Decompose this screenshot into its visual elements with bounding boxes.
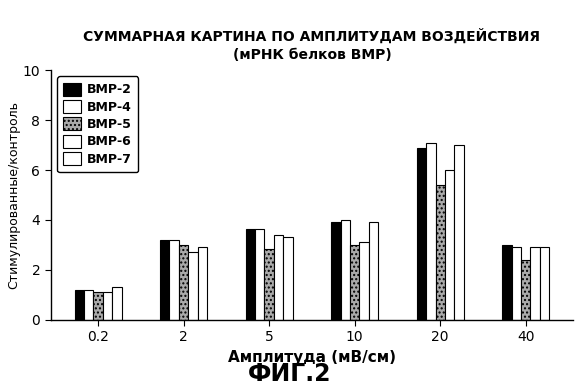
Legend: ВМР-2, ВМР-4, ВМР-5, ВМР-6, ВМР-7: ВМР-2, ВМР-4, ВМР-5, ВМР-6, ВМР-7 <box>57 76 138 172</box>
Bar <box>331 222 340 320</box>
Bar <box>112 287 122 320</box>
Bar <box>436 185 445 320</box>
Bar <box>283 238 293 320</box>
Bar <box>350 245 360 320</box>
Bar <box>502 245 512 320</box>
Bar <box>245 229 255 320</box>
Bar <box>74 290 84 320</box>
Bar <box>454 145 464 320</box>
Bar <box>160 240 169 320</box>
Bar <box>540 247 549 320</box>
Bar <box>179 245 188 320</box>
Y-axis label: Стимулированные/контроль: Стимулированные/контроль <box>7 101 20 289</box>
Bar <box>274 235 283 320</box>
Bar <box>531 247 540 320</box>
Bar <box>426 143 436 320</box>
Bar <box>188 252 198 320</box>
Bar <box>169 240 179 320</box>
Bar <box>340 220 350 320</box>
X-axis label: Амплитуда (мВ/см): Амплитуда (мВ/см) <box>228 350 396 365</box>
Text: ФИГ.2: ФИГ.2 <box>248 362 332 386</box>
Bar <box>416 147 426 320</box>
Bar <box>445 170 454 320</box>
Bar <box>103 292 112 320</box>
Bar <box>521 260 531 320</box>
Bar <box>512 247 521 320</box>
Bar <box>198 247 207 320</box>
Bar <box>264 249 274 320</box>
Bar <box>255 229 264 320</box>
Bar <box>360 243 369 320</box>
Bar <box>93 292 103 320</box>
Title: СУММАРНАЯ КАРТИНА ПО АМПЛИТУДАМ ВОЗДЕЙСТВИЯ
(мРНК белков ВМР): СУММАРНАЯ КАРТИНА ПО АМПЛИТУДАМ ВОЗДЕЙСТ… <box>84 28 541 62</box>
Bar <box>369 222 378 320</box>
Bar <box>84 290 93 320</box>
